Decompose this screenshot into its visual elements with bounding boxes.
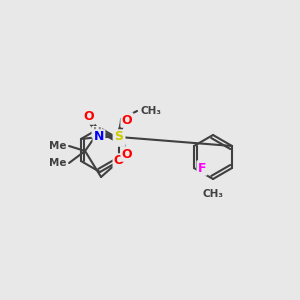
- Text: N: N: [114, 133, 124, 146]
- Text: O: O: [122, 113, 132, 127]
- Text: N: N: [94, 130, 104, 143]
- Text: CH₃: CH₃: [202, 189, 224, 199]
- Text: CH₃: CH₃: [140, 106, 161, 116]
- Text: S: S: [114, 130, 123, 143]
- Text: O: O: [114, 154, 124, 167]
- Text: H: H: [93, 127, 101, 137]
- Text: Me: Me: [49, 158, 66, 168]
- Text: O: O: [122, 148, 132, 160]
- Text: Me: Me: [49, 141, 66, 151]
- Text: F: F: [198, 161, 206, 175]
- Text: O: O: [84, 110, 94, 124]
